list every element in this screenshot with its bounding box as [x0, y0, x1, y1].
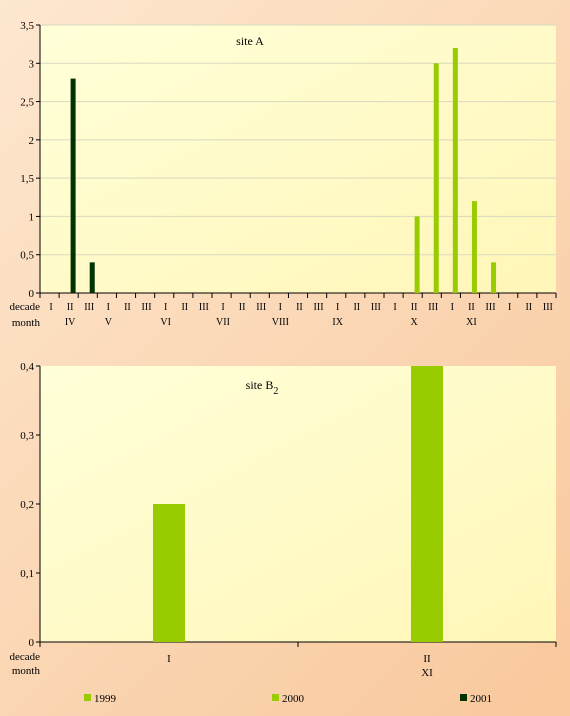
decade-label-a: III — [256, 302, 266, 313]
ytick-label-b: 0,1 — [20, 568, 34, 580]
ytick-label-a: 3,5 — [20, 20, 34, 32]
decade-label-a: II — [239, 302, 246, 313]
bar-a-2000 — [491, 262, 497, 293]
ytick-label-a: 2 — [29, 135, 35, 147]
ytick-label-a: 0 — [29, 288, 35, 300]
decade-label-a: I — [336, 302, 339, 313]
decade-label-a: III — [84, 302, 94, 313]
legend-swatch-1999 — [84, 694, 91, 701]
decade-label-b: II — [423, 653, 431, 665]
chart-title-b-subscript: 2 — [273, 386, 278, 397]
month-label-a: IV — [65, 317, 76, 328]
decade-label-a: III — [428, 302, 438, 313]
decade-label-a: III — [543, 302, 553, 313]
decade-label-a: II — [181, 302, 188, 313]
month-label-a: X — [410, 317, 418, 328]
decade-label-a: II — [353, 302, 360, 313]
decade-label-a: III — [314, 302, 324, 313]
ytick-label-b: 0,4 — [20, 361, 34, 373]
ytick-label-a: 1,5 — [20, 173, 34, 185]
ytick-label-a: 3 — [29, 58, 35, 70]
plot-area-b — [40, 366, 556, 642]
legend-label-2000: 2000 — [282, 693, 305, 705]
decade-label-a: II — [468, 302, 475, 313]
plot-area-a — [40, 25, 556, 293]
decade-label-a: I — [279, 302, 282, 313]
month-label-a: VI — [160, 317, 171, 328]
bar-a-2000 — [433, 63, 439, 294]
bar-a-2000 — [471, 201, 477, 293]
bar-a-2000 — [414, 216, 420, 293]
legend-label-2001: 2001 — [470, 693, 492, 705]
chart-site-a: 00,511,522,533,5 site A decade month I II… — [9, 20, 557, 329]
ytick-label-a: 1 — [29, 211, 35, 223]
legend-swatch-2001 — [460, 694, 467, 701]
legend: 1999 2000 2001 — [84, 693, 492, 705]
chart-title-a: site A — [236, 34, 264, 48]
month-label-a: VIII — [272, 317, 289, 328]
decade-label-a: I — [451, 302, 454, 313]
month-label-a: IX — [332, 317, 343, 328]
decade-label-a: III — [199, 302, 209, 313]
decade-label-a: I — [49, 302, 52, 313]
decade-label-a: I — [164, 302, 167, 313]
decade-label-a: III — [486, 302, 496, 313]
decade-label-a: III — [371, 302, 381, 313]
decade-label-a: II — [525, 302, 532, 313]
decade-label-a: II — [411, 302, 418, 313]
chart-title-b-main: site B — [246, 378, 274, 392]
decade-label-a: I — [508, 302, 511, 313]
bar-a-2000 — [452, 47, 458, 293]
decade-label-b: I — [167, 653, 171, 665]
legend-swatch-2000 — [272, 694, 279, 701]
bar-a-2001 — [89, 262, 95, 293]
row-label-month-a: month — [12, 317, 41, 329]
decade-label-a: III — [142, 302, 152, 313]
ytick-label-b: 0,3 — [20, 430, 34, 442]
bar-b-2000 — [411, 366, 443, 642]
ytick-label-b: 0,2 — [20, 499, 34, 511]
decade-label-a: I — [107, 302, 110, 313]
ytick-label-a: 0,5 — [20, 250, 34, 262]
decade-label-a: I — [393, 302, 396, 313]
chart-title-b: site B2 — [246, 378, 279, 397]
decade-label-a: I — [221, 302, 224, 313]
bar-a-2001 — [70, 78, 76, 293]
ytick-label-a: 2,5 — [20, 97, 34, 109]
row-label-decade-a: decade — [9, 301, 40, 313]
month-label-a: XI — [466, 317, 477, 328]
decade-label-a: II — [296, 302, 303, 313]
decade-label-a: II — [124, 302, 131, 313]
month-label-a: V — [105, 317, 113, 328]
decade-label-a: II — [67, 302, 74, 313]
legend-label-1999: 1999 — [94, 693, 117, 705]
month-label-a: VII — [216, 317, 230, 328]
bar-b-2000 — [153, 504, 185, 642]
ytick-label-b: 0 — [29, 637, 35, 649]
month-label-b: XI — [421, 667, 433, 679]
row-label-month-b: month — [12, 665, 41, 677]
row-label-decade-b: decade — [9, 651, 40, 663]
